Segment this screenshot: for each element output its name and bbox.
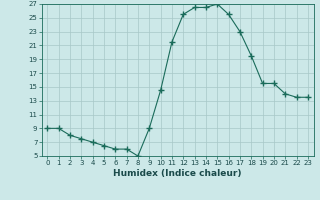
X-axis label: Humidex (Indice chaleur): Humidex (Indice chaleur) <box>113 169 242 178</box>
